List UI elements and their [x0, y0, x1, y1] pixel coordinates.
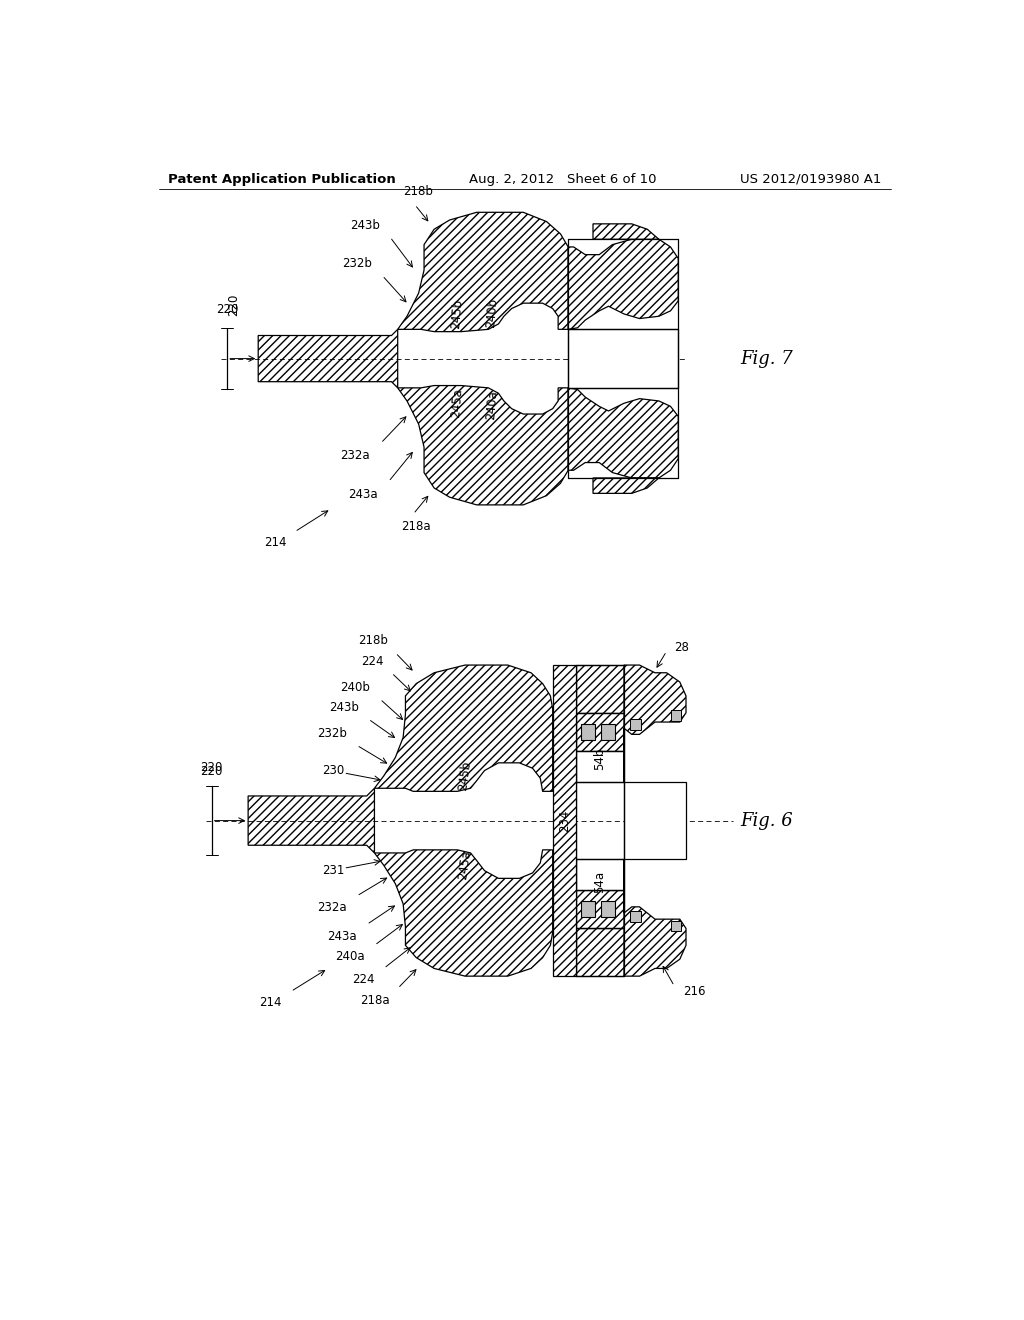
- Polygon shape: [575, 713, 624, 751]
- Text: 216: 216: [683, 985, 706, 998]
- Text: 218a: 218a: [401, 520, 431, 533]
- Polygon shape: [624, 859, 686, 977]
- Polygon shape: [258, 330, 397, 388]
- Polygon shape: [575, 859, 624, 890]
- Polygon shape: [593, 478, 658, 494]
- Text: 234: 234: [558, 809, 570, 832]
- Text: 240a: 240a: [335, 950, 365, 964]
- Text: 220: 220: [200, 762, 222, 775]
- Polygon shape: [624, 781, 686, 859]
- Text: 245a: 245a: [457, 850, 474, 880]
- Text: Fig. 7: Fig. 7: [740, 350, 793, 367]
- Text: 230: 230: [323, 764, 344, 777]
- Polygon shape: [624, 665, 686, 781]
- Text: 54a: 54a: [594, 871, 606, 894]
- Text: Patent Application Publication: Patent Application Publication: [168, 173, 396, 186]
- Polygon shape: [575, 751, 624, 781]
- Text: 245a: 245a: [450, 388, 465, 418]
- Text: 218b: 218b: [403, 185, 433, 198]
- Polygon shape: [593, 224, 658, 239]
- Text: 224: 224: [352, 973, 375, 986]
- Text: 220: 220: [216, 304, 239, 317]
- Polygon shape: [575, 890, 624, 928]
- Polygon shape: [630, 719, 641, 730]
- Polygon shape: [575, 665, 624, 713]
- Text: 214: 214: [259, 997, 282, 1010]
- Text: 224: 224: [361, 655, 384, 668]
- Polygon shape: [553, 665, 575, 977]
- Text: Aug. 2, 2012   Sheet 6 of 10: Aug. 2, 2012 Sheet 6 of 10: [469, 173, 656, 186]
- Text: 243a: 243a: [348, 488, 378, 502]
- Text: 243b: 243b: [350, 219, 380, 231]
- Polygon shape: [582, 725, 595, 739]
- Text: 243a: 243a: [327, 929, 356, 942]
- Text: 232a: 232a: [340, 449, 370, 462]
- Text: 231: 231: [323, 865, 344, 878]
- Polygon shape: [671, 710, 681, 721]
- Polygon shape: [630, 911, 641, 923]
- Polygon shape: [575, 928, 624, 977]
- Text: 218a: 218a: [360, 994, 390, 1007]
- Text: 220: 220: [200, 766, 222, 779]
- Text: 28: 28: [675, 640, 689, 653]
- Polygon shape: [397, 385, 568, 506]
- Text: US 2012/0193980 A1: US 2012/0193980 A1: [740, 173, 882, 186]
- Text: 220: 220: [227, 294, 241, 317]
- Polygon shape: [568, 330, 678, 388]
- Polygon shape: [248, 788, 375, 853]
- Text: 240b: 240b: [340, 681, 370, 693]
- Text: 240a: 240a: [484, 389, 500, 420]
- Text: 240b: 240b: [484, 297, 500, 327]
- Polygon shape: [582, 902, 595, 917]
- Polygon shape: [601, 725, 614, 739]
- Text: 218b: 218b: [357, 635, 388, 647]
- Polygon shape: [671, 921, 681, 932]
- Text: 245b: 245b: [450, 298, 465, 330]
- Polygon shape: [568, 388, 678, 478]
- Text: 214: 214: [264, 536, 287, 549]
- Text: 245b: 245b: [457, 760, 474, 792]
- Text: Fig. 6: Fig. 6: [740, 812, 793, 829]
- Text: 232b: 232b: [316, 727, 346, 739]
- Polygon shape: [375, 665, 553, 792]
- Polygon shape: [397, 213, 568, 331]
- Polygon shape: [375, 850, 553, 977]
- Text: 54b: 54b: [594, 748, 606, 770]
- Polygon shape: [601, 902, 614, 917]
- Text: 232b: 232b: [342, 257, 372, 271]
- Text: 232a: 232a: [316, 902, 346, 915]
- Text: 243b: 243b: [329, 701, 359, 714]
- Polygon shape: [568, 239, 678, 330]
